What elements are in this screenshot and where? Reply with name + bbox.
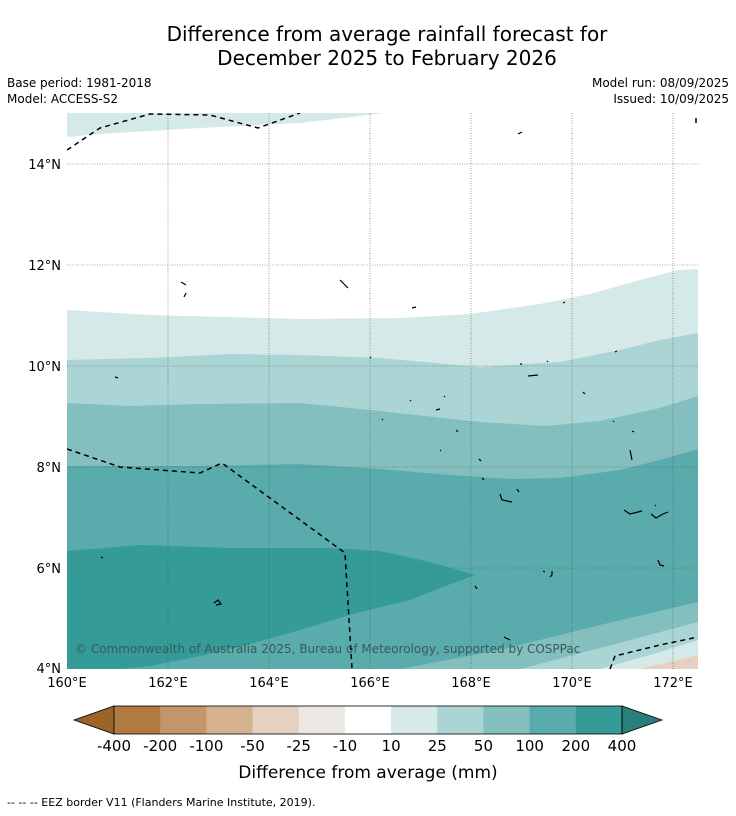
colorbar-tick-label: -25 [286,737,311,755]
colorbar-swatch [160,706,207,734]
model-name: Model: ACCESS-S2 [7,92,119,106]
title-line-2: December 2025 to February 2026 [217,46,557,70]
colorbar-swatch [391,706,438,734]
lon-label: 162°E [148,676,188,691]
anomaly-region-north [67,113,385,137]
lat-label: 14°N [28,158,61,173]
colorbar-tick-label: 400 [608,737,637,755]
anomaly-region-south-east-neg [640,655,698,669]
lon-label: 160°E [47,676,87,691]
lon-label: 166°E [350,676,390,691]
lat-label: 4°N [37,662,62,677]
anomaly-region-200-400 [67,545,475,669]
base-period: Base period: 1981-2018 [7,76,152,90]
islands [100,131,669,641]
lat-label: 12°N [28,259,61,274]
lon-label: 168°E [451,676,491,691]
model-run: Model run: 08/09/2025 [591,76,729,90]
colorbar-swatch [206,706,254,734]
colorbar-labels: -400 -200 -100 -50 -25 -10 10 25 50 100 200 400 [97,737,636,755]
issued-date: Issued: 10/09/2025 [613,92,729,106]
colorbar-frame [113,705,623,735]
colorbar-swatch [575,706,623,734]
colorbar-swatch [529,706,577,734]
colorbar-title: Difference from average (mm) [238,763,497,783]
colorbar-tick-label: -400 [97,737,131,755]
colorbar-swatch [298,706,346,734]
map-title: Difference from average rainfall forecas… [0,22,736,70]
lon-label: 170°E [552,676,592,691]
longitude-labels: 160°E 162°E 164°E 166°E 168°E 170°E 172°… [47,676,693,691]
colorbar-tick-label: -10 [333,737,358,755]
meta-left: Base period: 1981-2018 Model: ACCESS-S2 [7,75,152,107]
meta-right: Model run: 08/09/2025 Issued: 10/09/2025 [592,75,729,107]
colorbar-tick-label: 10 [382,737,401,755]
copyright-notice: © Commonwealth of Australia 2025, Bureau… [75,642,580,656]
colorbar-tick-label: 200 [561,737,590,755]
colorbar-arrow-low [72,705,115,735]
latitude-labels: 14°N 12°N 10°N 8°N 6°N 4°N [28,158,61,677]
graticule [67,113,698,669]
colorbar-swatch [114,706,161,734]
rainfall-map: © Commonwealth of Australia 2025, Bureau… [67,113,698,669]
colorbar-swatch [252,706,300,734]
colorbar-swatch [437,706,484,734]
eez-border [67,113,698,669]
title-line-1: Difference from average rainfall forecas… [166,22,608,46]
colorbar-swatches [72,705,664,735]
colorbar-arrow-high [621,705,664,735]
lat-label: 6°N [37,562,62,577]
colorbar-tick-label: -50 [240,737,265,755]
colorbar-tick-label: 25 [428,737,447,755]
lat-label: 8°N [37,461,62,476]
colorbar-tick-label: 100 [515,737,544,755]
colorbar: -400 -200 -100 -50 -25 -10 10 25 50 100 200 400 Dif… [72,705,664,783]
colorbar-tick-label: 50 [474,737,493,755]
lat-label: 10°N [28,360,61,375]
lon-label: 164°E [249,676,289,691]
colorbar-swatch [483,706,531,734]
colorbar-tick-label: -100 [189,737,223,755]
eez-footnote: -- -- -- EEZ border V11 (Flanders Marine… [7,796,316,809]
colorbar-swatch [344,706,392,734]
colorbar-tick-label: -200 [143,737,177,755]
lon-label: 172°E [653,676,693,691]
